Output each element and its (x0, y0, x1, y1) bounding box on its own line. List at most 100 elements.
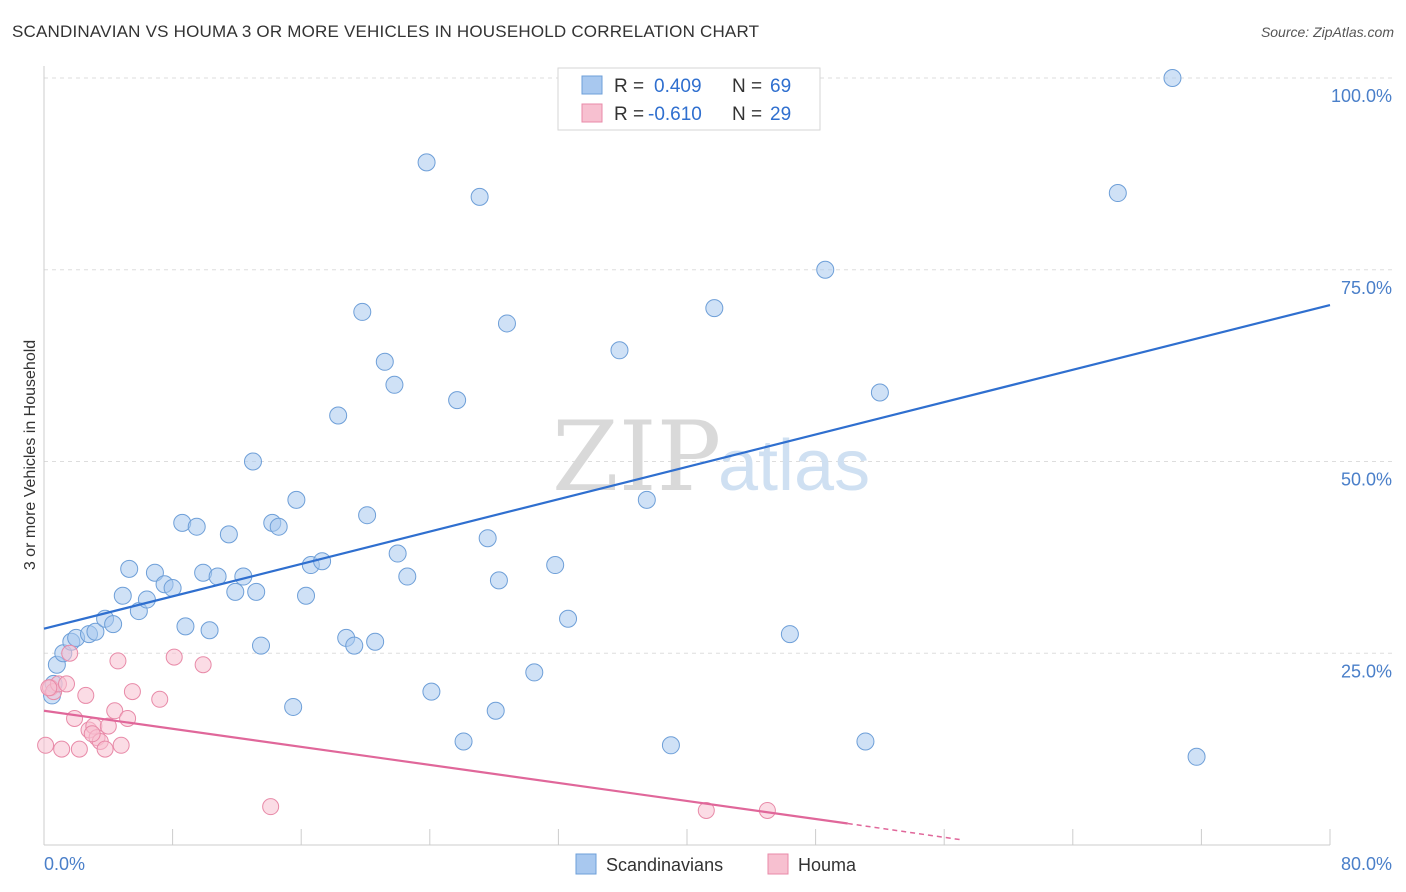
legend-swatch-blue (581, 75, 603, 95)
scandinavian-point (269, 517, 288, 536)
x-tick-label: 80.0% (1341, 854, 1392, 874)
scandinavian-point (546, 556, 565, 575)
y-tick-label: 50.0% (1341, 470, 1392, 490)
scandinavian-point (816, 260, 835, 279)
x-tick-labels: 0.0% 80.0% (44, 854, 1392, 874)
scandinavian-point (1187, 747, 1206, 766)
scandinavian-point (375, 352, 394, 371)
houma-point (123, 683, 141, 701)
houma-point (99, 717, 117, 735)
scandinavian-point (559, 609, 578, 628)
legend-r-label-2: R = (614, 104, 644, 125)
scandinavian-point (398, 567, 417, 586)
houma-point (61, 644, 79, 662)
scandinavian-point (448, 391, 467, 410)
houma-trend-line (43, 709, 848, 825)
series-houma (37, 644, 776, 819)
houma-trend-extension (847, 822, 961, 841)
scandinavian-point (284, 697, 303, 716)
houma-point (96, 740, 114, 758)
watermark-zip: ZIP (552, 401, 721, 513)
scandinavian-point (226, 582, 245, 601)
scandinavian-point (1108, 184, 1127, 203)
scandinavian-point (358, 506, 377, 525)
scandinavian-point (247, 582, 266, 601)
chart-title: SCANDINAVIAN VS HOUMA 3 OR MORE VEHICLES… (12, 22, 760, 41)
scandinavian-point (366, 632, 385, 651)
houma-point (106, 702, 124, 720)
houma-point (58, 675, 76, 693)
legend-n-value-1: 69 (770, 76, 791, 97)
houma-point (165, 648, 183, 666)
scandinavian-point (385, 375, 404, 394)
scandinavian-point (187, 517, 206, 536)
houma-point (83, 725, 101, 743)
trend-lines (43, 303, 1331, 841)
scandinavian-point (200, 621, 219, 640)
houma-point (112, 736, 130, 754)
scandinavian-point (113, 586, 132, 605)
houma-point (262, 798, 280, 816)
scandinavian-point (86, 622, 105, 641)
scandinavian-point (329, 406, 348, 425)
scandinavian-point (176, 617, 195, 636)
scandinavian-point (252, 636, 271, 655)
scandinavian-point (219, 525, 238, 544)
scandinavian-point (388, 544, 407, 563)
houma-point (70, 740, 88, 758)
scandinavian-point (525, 663, 544, 682)
scandinavian-point (637, 490, 656, 509)
y-tick-label: 75.0% (1341, 278, 1392, 298)
series-legend: Scandinavians Houma (575, 853, 857, 875)
scandinavian-point (297, 586, 316, 605)
legend-label-scandinavians: Scandinavians (606, 855, 723, 875)
source-label: Source: ZipAtlas.com (1260, 24, 1394, 40)
scandinavian-point (287, 490, 306, 509)
scandinavian-point (417, 153, 436, 172)
legend-r-value-1: 0.409 (654, 76, 702, 97)
legend-swatch-pink (581, 103, 603, 123)
scandinavian-point (345, 636, 364, 655)
scandinavian-point (137, 590, 156, 609)
watermark-atlas: atlas (718, 426, 870, 506)
scandinavian-point (478, 529, 497, 548)
legend-r-label-1: R = (614, 76, 644, 97)
legend-swatch-scandinavians (575, 853, 597, 875)
houma-point (151, 690, 169, 708)
houma-point (37, 736, 55, 754)
scandinavian-point (661, 736, 680, 755)
scandinavian-point (870, 383, 889, 402)
scandinavian-point (489, 571, 508, 590)
scandinavian-point (104, 615, 123, 634)
scandinavian-point (1163, 69, 1182, 87)
y-tick-label: 25.0% (1341, 661, 1392, 681)
axes (43, 66, 1331, 846)
legend-n-label-1: N = (732, 76, 762, 97)
legend-label-houma: Houma (798, 855, 857, 875)
correlation-legend: R = 0.409 N = 69 R = -0.610 N = 29 (557, 67, 821, 131)
scandinavian-point (470, 187, 489, 206)
scandinavian-point (856, 732, 875, 751)
legend-n-label-2: N = (732, 104, 762, 125)
scandinavian-point (422, 682, 441, 701)
houma-point (77, 686, 95, 704)
scandinavian-point (454, 732, 473, 751)
y-axis-label: 3 or more Vehicles in Household (22, 340, 39, 570)
y-tick-labels: 25.0% 50.0% 75.0% 100.0% (1331, 86, 1392, 681)
scandinavian-point (497, 314, 516, 333)
houma-point (109, 652, 127, 670)
grid-lines (44, 77, 1392, 654)
houma-point (697, 801, 715, 819)
x-tick-label: 0.0% (44, 854, 85, 874)
y-tick-label: 100.0% (1331, 86, 1392, 106)
legend-n-value-2: 29 (770, 104, 791, 125)
scandinavian-point (705, 299, 724, 318)
scandinavian-point (145, 563, 164, 582)
legend-r-value-2: -0.610 (648, 104, 702, 125)
houma-point (66, 709, 84, 727)
legend-swatch-houma (767, 853, 789, 875)
scandinavian-point (780, 625, 799, 644)
scandinavian-point (120, 559, 139, 578)
houma-point (53, 740, 71, 758)
